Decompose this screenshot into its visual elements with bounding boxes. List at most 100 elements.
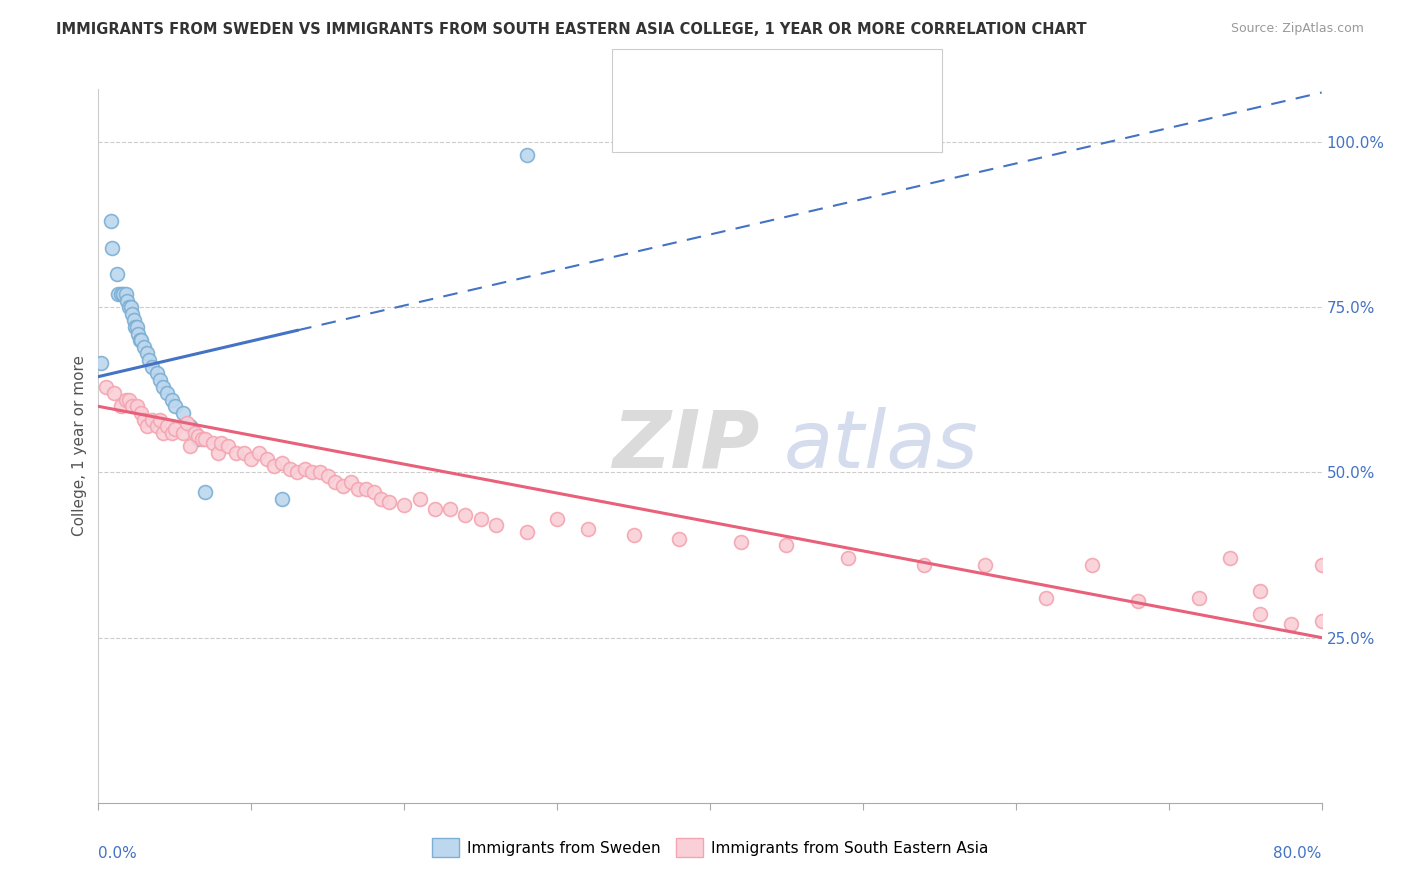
- Point: [1310, 614, 1333, 628]
- Point: [378, 495, 401, 509]
- Point: [149, 373, 172, 387]
- Point: [309, 466, 332, 480]
- Point: [278, 462, 301, 476]
- Point: [576, 522, 599, 536]
- Point: [194, 433, 217, 447]
- Point: [332, 478, 354, 492]
- Point: [187, 433, 209, 447]
- Point: [202, 435, 225, 450]
- Point: [172, 406, 194, 420]
- Point: [439, 501, 461, 516]
- Point: [115, 287, 138, 301]
- Point: [423, 501, 446, 516]
- Point: [187, 429, 209, 443]
- Point: [110, 400, 132, 414]
- Point: [90, 356, 112, 370]
- Point: [134, 412, 156, 426]
- Point: [1081, 558, 1104, 572]
- Point: [516, 148, 538, 162]
- Point: [105, 267, 128, 281]
- Y-axis label: College, 1 year or more: College, 1 year or more: [72, 356, 87, 536]
- Text: atlas: atlas: [783, 407, 979, 485]
- Point: [136, 346, 159, 360]
- Text: 0.0%: 0.0%: [98, 846, 138, 861]
- Point: [1219, 551, 1241, 566]
- Point: [191, 433, 214, 447]
- Point: [152, 379, 174, 393]
- Point: [370, 491, 392, 506]
- Point: [172, 425, 194, 440]
- Point: [354, 482, 377, 496]
- Point: [110, 287, 132, 301]
- Point: [115, 392, 138, 407]
- Point: [125, 320, 148, 334]
- Point: [94, 379, 117, 393]
- Point: [124, 320, 146, 334]
- Point: [546, 511, 568, 525]
- Point: [623, 528, 645, 542]
- Point: [152, 425, 174, 440]
- Point: [325, 475, 347, 490]
- Point: [149, 412, 172, 426]
- Point: [316, 468, 339, 483]
- Point: [270, 456, 292, 470]
- Point: [101, 241, 124, 255]
- Point: [1035, 591, 1057, 605]
- Point: [129, 406, 152, 420]
- Point: [1279, 617, 1302, 632]
- Point: [247, 445, 270, 459]
- Point: [1188, 591, 1211, 605]
- Point: [256, 452, 278, 467]
- Point: [117, 293, 139, 308]
- Point: [134, 340, 156, 354]
- Point: [1310, 558, 1333, 572]
- Point: [156, 419, 179, 434]
- Point: [160, 392, 183, 407]
- Point: [145, 419, 167, 434]
- Point: [118, 392, 141, 407]
- Point: [184, 425, 207, 440]
- Point: [179, 419, 201, 434]
- Point: [209, 435, 232, 450]
- Text: 80.0%: 80.0%: [1274, 846, 1322, 861]
- Point: [217, 439, 239, 453]
- Point: [107, 287, 129, 301]
- Text: Source: ZipAtlas.com: Source: ZipAtlas.com: [1230, 22, 1364, 36]
- Point: [454, 508, 477, 523]
- Text: R = -0.586   N = 76: R = -0.586 N = 76: [658, 113, 821, 131]
- Point: [285, 466, 308, 480]
- Point: [912, 558, 935, 572]
- Point: [138, 353, 160, 368]
- Point: [1249, 584, 1271, 599]
- Point: [160, 425, 183, 440]
- Point: [408, 491, 430, 506]
- Point: [347, 482, 370, 496]
- Legend: Immigrants from Sweden, Immigrants from South Eastern Asia: Immigrants from Sweden, Immigrants from …: [426, 832, 994, 863]
- Point: [470, 511, 492, 525]
- Point: [270, 491, 292, 506]
- Point: [207, 445, 229, 459]
- Point: [141, 412, 163, 426]
- Point: [775, 538, 797, 552]
- Point: [163, 422, 186, 436]
- Point: [163, 400, 186, 414]
- Point: [176, 416, 198, 430]
- Text: R =  0.139   N = 34: R = 0.139 N = 34: [658, 70, 821, 87]
- Point: [516, 524, 538, 539]
- Point: [111, 287, 134, 301]
- Point: [301, 466, 323, 480]
- Point: [179, 439, 201, 453]
- Point: [363, 485, 385, 500]
- Point: [974, 558, 997, 572]
- Point: [837, 551, 859, 566]
- Point: [668, 532, 690, 546]
- Point: [194, 485, 217, 500]
- Point: [122, 313, 145, 327]
- Point: [100, 214, 122, 228]
- Point: [225, 445, 247, 459]
- Point: [1128, 594, 1150, 608]
- Point: [1249, 607, 1271, 622]
- Point: [120, 300, 142, 314]
- Point: [121, 400, 143, 414]
- Point: [136, 419, 159, 434]
